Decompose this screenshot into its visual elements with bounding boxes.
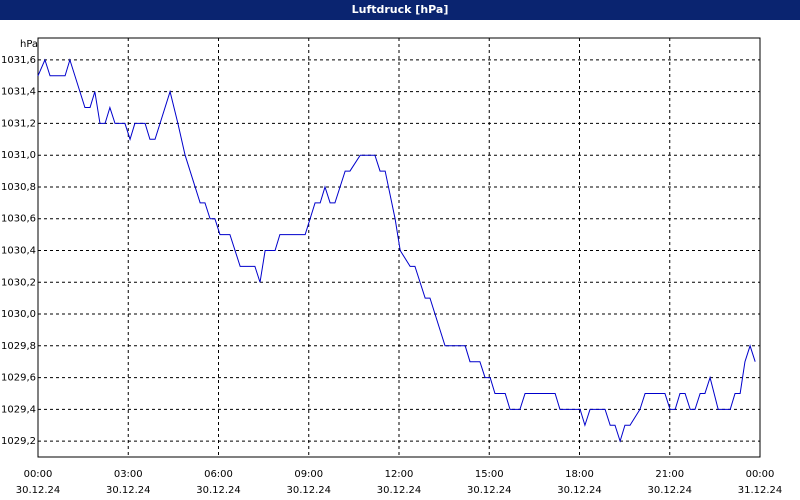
y-tick-label: 1029,4 [1, 404, 36, 415]
x-tick-label: 15:00 [475, 469, 504, 480]
y-tick-label: 1030,2 [1, 277, 36, 288]
x-tick-date: 30.12.24 [16, 485, 61, 496]
title-bar [0, 0, 800, 20]
y-tick-label: 1031,2 [1, 118, 36, 129]
y-tick-label: 1029,2 [1, 436, 36, 447]
x-tick-label: 03:00 [114, 469, 143, 480]
x-tick-label: 06:00 [204, 469, 233, 480]
x-tick-date: 30.12.24 [647, 485, 692, 496]
x-tick-date: 30.12.24 [106, 485, 151, 496]
y-axis-label: hPa [20, 39, 38, 50]
data-line [37, 58, 756, 443]
x-tick-label: 12:00 [385, 469, 414, 480]
x-tick-date: 30.12.24 [286, 485, 331, 496]
x-tick-date: 30.12.24 [467, 485, 512, 496]
x-tick-label: 09:00 [294, 469, 323, 480]
y-tick-label: 1030,8 [1, 182, 36, 193]
y-tick-label: 1029,6 [1, 373, 36, 384]
y-tick-label: 1030,4 [1, 246, 36, 257]
y-tick-label: 1030,6 [1, 214, 36, 225]
y-tick-label: 1029,8 [1, 341, 36, 352]
x-tick-label: 00:00 [24, 469, 53, 480]
chart-title: Luftdruck [hPa] [352, 3, 449, 16]
x-tick-label: 00:00 [746, 469, 775, 480]
x-tick-date: 30.12.24 [377, 485, 422, 496]
x-tick-date: 31.12.24 [738, 485, 783, 496]
x-tick-label: 21:00 [655, 469, 684, 480]
x-tick-label: 18:00 [565, 469, 594, 480]
x-tick-date: 30.12.24 [557, 485, 602, 496]
y-tick-label: 1031,4 [1, 87, 36, 98]
y-tick-label: 1030,0 [1, 309, 36, 320]
x-tick-date: 30.12.24 [196, 485, 241, 496]
y-tick-label: 1031,0 [1, 150, 36, 161]
y-tick-label: 1031,6 [1, 55, 36, 66]
